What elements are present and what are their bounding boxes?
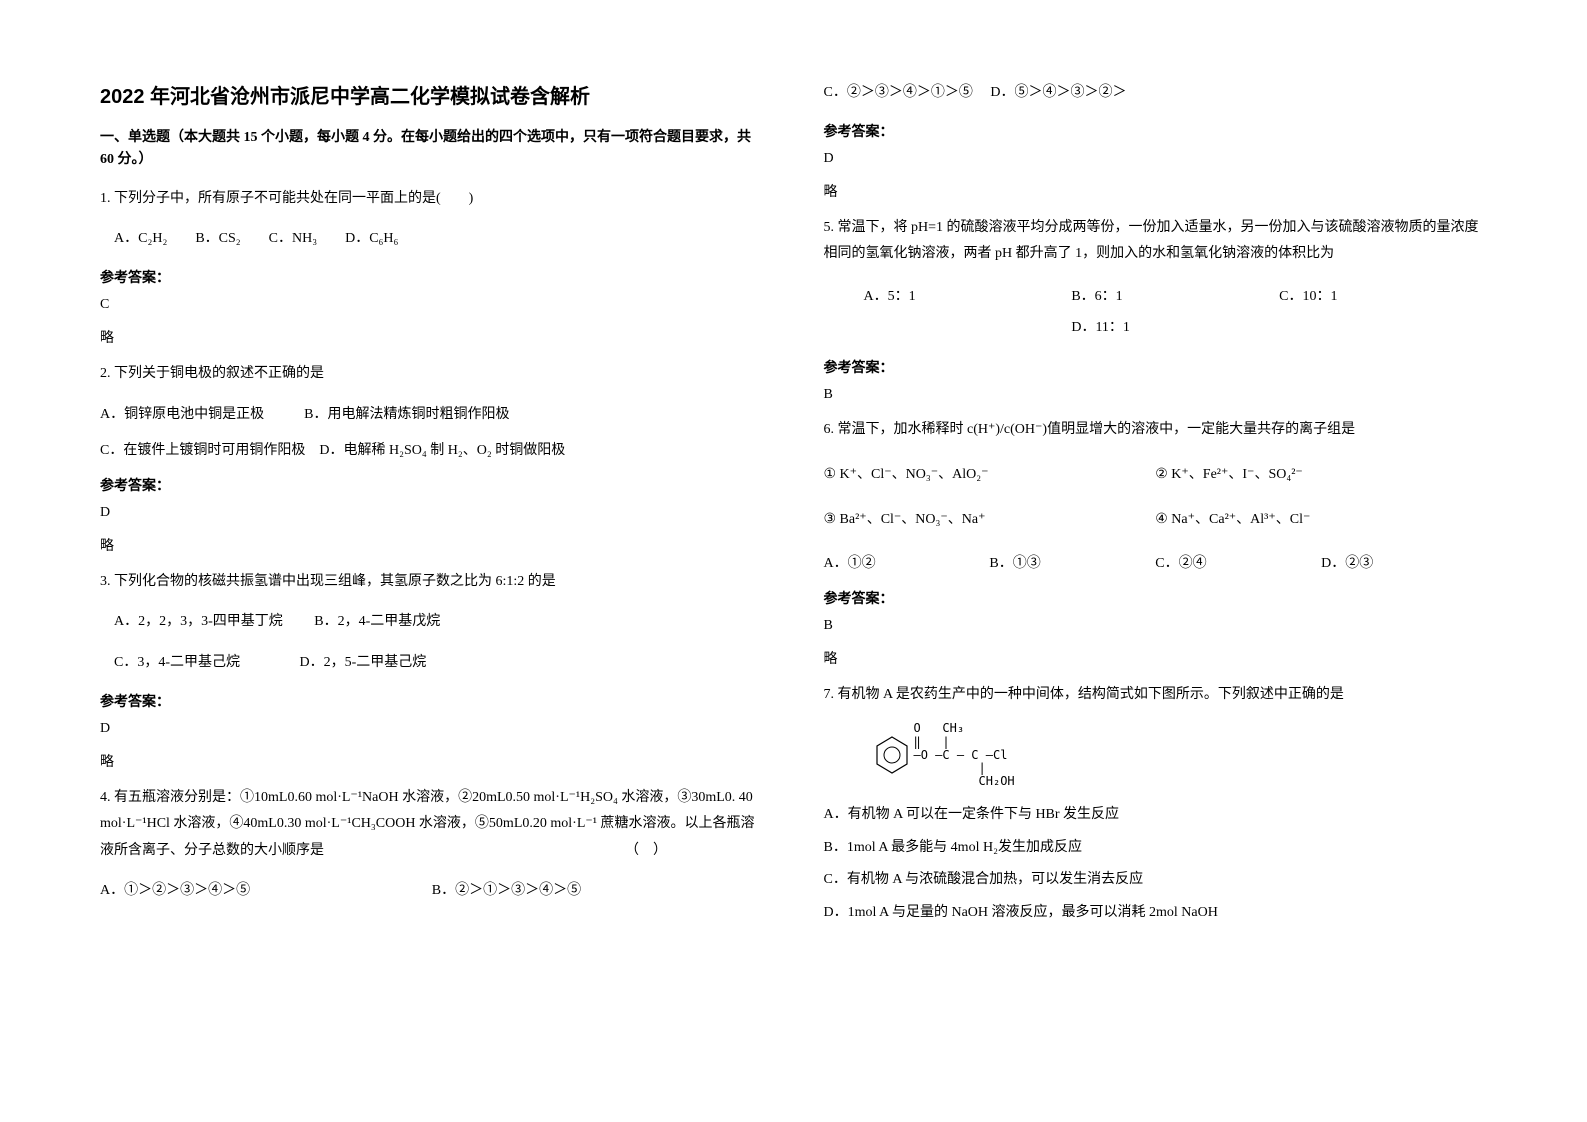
q2-stem: 2. 下列关于铜电极的叙述不正确的是: [100, 361, 764, 388]
q2-opt-c: C．在镀件上镀铜时可用铜作阳极: [100, 438, 305, 465]
q2-opt-d: D．电解稀 H₂SO₄ 制 H₂、O₂ 时铜做阳极: [319, 438, 565, 465]
q7-stem: 7. 有机物 A 是农药生产中的一种中间体，结构简式如下图所示。下列叙述中正确的…: [824, 682, 1488, 709]
q4-options-row2: C．②＞③＞④＞①＞⑤ D．⑤＞④＞③＞②＞: [824, 80, 1488, 107]
q4-note: 略: [824, 181, 1488, 201]
q5-answer: B: [824, 387, 1488, 403]
section-1-heading: 一、单选题（本大题共 15 个小题，每小题 4 分。在每小题给出的四个选项中，只…: [100, 127, 764, 172]
q6-group-3: ③ Ba²⁺、Cl⁻、NO₃⁻、Na⁺: [824, 507, 1156, 534]
q2-note: 略: [100, 535, 764, 555]
q2-answer-label: 参考答案：: [100, 475, 764, 495]
q3-note: 略: [100, 751, 764, 771]
q3-options-row1: A．2，2，3，3-四甲基丁烷 B．2，4-二甲基戊烷: [100, 609, 764, 636]
q6-options: A．①② B．①③ C．②④ D．②③: [824, 551, 1488, 578]
exam-title: 2022 年河北省沧州市派尼中学高二化学模拟试卷含解析: [100, 80, 764, 109]
q5-opt-d: D．11：1: [1071, 313, 1279, 344]
q7-opt-a: A．有机物 A 可以在一定条件下与 HBr 发生反应: [824, 802, 1488, 829]
q6-answer-label: 参考答案：: [824, 588, 1488, 608]
q3-opt-c: C．3，4-二甲基己烷: [114, 655, 240, 670]
q2-opt-a: A．铜锌原电池中铜是正极: [100, 402, 264, 429]
q4-opt-b: B．②＞①＞③＞④＞⑤: [432, 878, 764, 905]
q3-opt-b: B．2，4-二甲基戊烷: [314, 614, 440, 629]
q7-opt-d: D．1mol A 与足量的 NaOH 溶液反应，最多可以消耗 2mol NaOH: [824, 900, 1488, 927]
q5-opt-c: C．10：1: [1279, 282, 1487, 313]
q4-opt-d: D．⑤＞④＞③＞②＞: [990, 85, 1126, 100]
benzene-ring-icon: [874, 735, 910, 775]
q6-note: 略: [824, 648, 1488, 668]
q6-groups-row2: ③ Ba²⁺、Cl⁻、NO₃⁻、Na⁺ ④ Na⁺、Ca²⁺、Al³⁺、Cl⁻: [824, 507, 1488, 534]
q1-options: A．C₂H₂ B．CS₂ C．NH₃ D．C₆H₆: [100, 226, 764, 253]
q3-stem: 3. 下列化合物的核磁共振氢谱中出现三组峰，其氢原子数之比为 6:1:2 的是: [100, 569, 764, 596]
q4-opt-c: C．②＞③＞④＞①＞⑤: [824, 85, 973, 100]
q3-opt-d: D．2，5-二甲基己烷: [300, 655, 427, 670]
q5-opt-a: A．5：1: [864, 282, 1072, 313]
q5-stem: 5. 常温下，将 pH=1 的硫酸溶液平均分成两等份，一份加入适量水，另一份加入…: [824, 215, 1488, 268]
q1-note: 略: [100, 327, 764, 347]
q2-options-row1: A．铜锌原电池中铜是正极 B．用电解法精炼铜时粗铜作阳极: [100, 402, 764, 429]
q3-answer-label: 参考答案：: [100, 691, 764, 711]
q6-opt-b: B．①③: [989, 551, 1155, 578]
q7-structure: O CH₃ ‖ | —O —C — C —Cl | CH₂OH: [874, 722, 1488, 788]
left-column: 2022 年河北省沧州市派尼中学高二化学模拟试卷含解析 一、单选题（本大题共 1…: [100, 80, 764, 1082]
q1-answer: C: [100, 297, 764, 313]
q1-answer-label: 参考答案：: [100, 267, 764, 287]
q6-answer: B: [824, 618, 1488, 634]
q4-opt-a: A．①＞②＞③＞④＞⑤: [100, 878, 432, 905]
q6-group-1: ① K⁺、Cl⁻、NO₃⁻、AlO₂⁻: [824, 462, 1156, 489]
q2-options-row2: C．在镀件上镀铜时可用铜作阳极 D．电解稀 H₂SO₄ 制 H₂、O₂ 时铜做阳…: [100, 438, 764, 465]
q4-answer-label: 参考答案：: [824, 121, 1488, 141]
q6-opt-d: D．②③: [1321, 551, 1487, 578]
q6-opt-a: A．①②: [824, 551, 990, 578]
q4-stem: 4. 有五瓶溶液分别是：①10mL0.60 mol·L⁻¹NaOH 水溶液，②2…: [100, 785, 764, 865]
q6-group-2: ② K⁺、Fe²⁺、I⁻、SO₄²⁻: [1155, 462, 1487, 489]
q7-fragment: O CH₃ ‖ | —O —C — C —Cl | CH₂OH: [914, 722, 1015, 788]
q6-groups-row1: ① K⁺、Cl⁻、NO₃⁻、AlO₂⁻ ② K⁺、Fe²⁺、I⁻、SO₄²⁻: [824, 462, 1488, 489]
q7-opt-b: B．1mol A 最多能与 4mol H₂发生加成反应: [824, 835, 1488, 862]
q4-answer: D: [824, 151, 1488, 167]
q6-group-4: ④ Na⁺、Ca²⁺、Al³⁺、Cl⁻: [1155, 507, 1487, 534]
q3-options-row2: C．3，4-二甲基己烷 D．2，5-二甲基己烷: [100, 650, 764, 677]
q3-opt-a: A．2，2，3，3-四甲基丁烷: [114, 614, 283, 629]
q2-opt-b: B．用电解法精炼铜时粗铜作阳极: [304, 402, 509, 429]
right-column: C．②＞③＞④＞①＞⑤ D．⑤＞④＞③＞②＞ 参考答案： D 略 5. 常温下，…: [824, 80, 1488, 1082]
q7-opt-c: C．有机物 A 与浓硫酸混合加热，可以发生消去反应: [824, 867, 1488, 894]
q1-stem: 1. 下列分子中，所有原子不可能共处在同一平面上的是( ): [100, 186, 764, 213]
q5-opt-b: B．6：1: [1071, 282, 1279, 313]
q3-answer: D: [100, 721, 764, 737]
q6-opt-c: C．②④: [1155, 551, 1321, 578]
q4-options-row1: A．①＞②＞③＞④＞⑤ B．②＞①＞③＞④＞⑤: [100, 878, 764, 905]
q5-answer-label: 参考答案：: [824, 357, 1488, 377]
q2-answer: D: [100, 505, 764, 521]
q5-options: A．5：1 B．6：1 C．10：1 D．11：1: [824, 282, 1488, 344]
q6-stem: 6. 常温下，加水稀释时 c(H⁺)/c(OH⁻)值明显增大的溶液中，一定能大量…: [824, 417, 1488, 444]
